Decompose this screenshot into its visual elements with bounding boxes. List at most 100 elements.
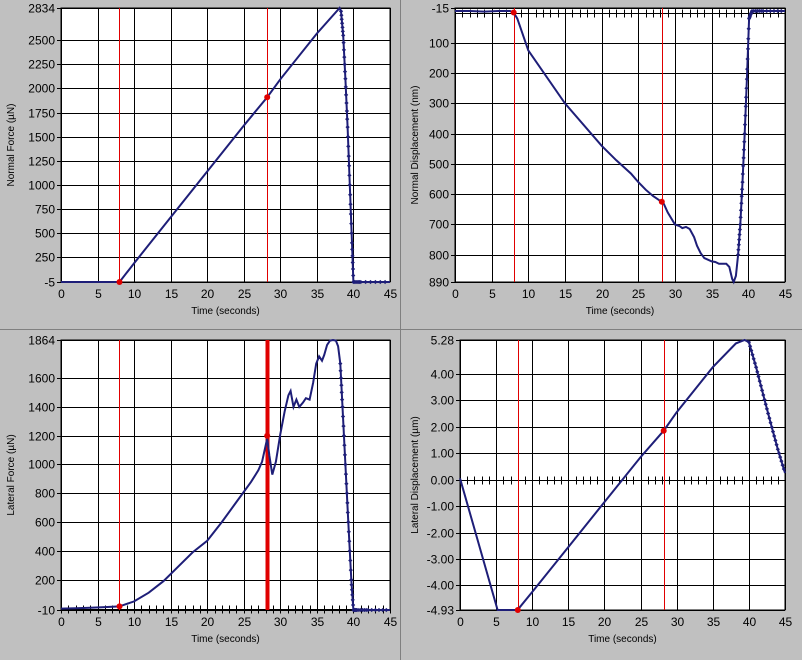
series-point (772, 433, 777, 439)
y-tick-label: 1600 (28, 372, 55, 386)
x-tick-label: 40 (743, 615, 757, 629)
series-point (348, 558, 353, 563)
x-tick-label: 10 (522, 287, 536, 301)
series-point (755, 369, 760, 375)
y-tick-label: -15 (432, 2, 450, 16)
marker-point (264, 94, 271, 101)
series-point (349, 577, 354, 582)
x-tick-label: 20 (201, 287, 215, 301)
y-tick-label: 700 (429, 218, 449, 232)
y-tick-label: -10 (38, 604, 56, 618)
series-point (350, 602, 356, 608)
series-point (739, 187, 745, 192)
series-point (773, 438, 778, 443)
y-tick-label: 0.00 (431, 474, 455, 488)
series-point (749, 348, 754, 353)
series-point (349, 240, 355, 246)
y-tick-label: 2834 (28, 2, 55, 16)
y-tick-label: 2500 (28, 34, 55, 48)
marker-point (116, 279, 123, 285)
series-point (761, 392, 766, 398)
y-tick-label: 300 (429, 97, 449, 111)
series-point (342, 452, 348, 458)
series-point (346, 163, 352, 168)
y-axis-title: Lateral Force (µN) (6, 434, 17, 515)
x-tick-label: 15 (562, 615, 576, 629)
series-point (736, 242, 741, 247)
x-axis-title: Time (seconds) (586, 306, 655, 317)
y-tick-label: 2.00 (431, 421, 455, 435)
x-tick-label: 40 (347, 615, 361, 629)
series-point (347, 173, 352, 178)
marker-point (660, 427, 667, 434)
x-tick-label: 35 (311, 615, 325, 629)
y-tick-label: 1000 (28, 179, 55, 193)
series-point (774, 442, 779, 447)
series-point (363, 279, 368, 285)
y-tick-label: 750 (35, 203, 55, 217)
x-tick-label: 25 (238, 615, 252, 629)
series-point (740, 171, 745, 177)
plot-area (459, 339, 786, 611)
series-point (373, 607, 378, 613)
series-point (737, 232, 742, 237)
series-point (747, 344, 753, 349)
series-point (350, 247, 355, 252)
series-point (369, 607, 374, 613)
series-point (742, 139, 747, 144)
y-tick-label: 400 (429, 128, 449, 142)
series-point (765, 411, 771, 416)
series-point (348, 192, 353, 197)
series-point (351, 273, 356, 278)
series-point (339, 390, 344, 395)
x-tick-label: 20 (201, 615, 215, 629)
y-tick-label: 4.00 (431, 368, 455, 382)
y-axis-title: Lateral Displacement (µm) (410, 416, 421, 533)
series-point (770, 429, 776, 434)
series-point (380, 607, 385, 613)
series-point (338, 375, 344, 381)
series-point (365, 607, 371, 613)
series-point (349, 582, 354, 587)
x-tick-label: 20 (596, 287, 610, 301)
y-tick-label: 200 (35, 574, 55, 588)
x-tick-label: 30 (669, 287, 683, 301)
x-tick-label: 5 (95, 287, 102, 301)
series-point (739, 194, 744, 199)
series-point (349, 221, 354, 226)
series-point (736, 247, 741, 252)
series-point (341, 423, 346, 429)
x-tick-label: 5 (493, 615, 500, 629)
series-point (348, 202, 353, 207)
y-tick-label: 100 (429, 37, 449, 51)
x-tick-label: 30 (274, 287, 288, 301)
x-tick-label: 35 (707, 615, 721, 629)
series-point (756, 374, 761, 379)
x-tick-label: 25 (238, 287, 252, 301)
series-point (779, 458, 784, 464)
series-point (778, 454, 783, 460)
series-point (340, 414, 346, 419)
series-point (338, 368, 343, 373)
chart-1: 0 5 10 15 20 25 30 35 40 45 -5 250 500 750 1000 1250 150… (6, 2, 397, 318)
y-tick-label: 2000 (28, 82, 55, 96)
y-tick-label: 3.00 (431, 394, 455, 408)
y-tick-label: 400 (35, 545, 55, 559)
series-point (741, 155, 746, 161)
series-point (341, 433, 347, 438)
x-tick-label: 5 (489, 287, 496, 301)
series-point (339, 397, 345, 402)
series-point (344, 481, 349, 486)
x-axis-title: Time (seconds) (191, 634, 260, 645)
series-point (346, 519, 351, 525)
plot-area (454, 7, 786, 283)
series-point (373, 279, 378, 285)
y-tick-label: 890 (429, 276, 449, 290)
series-point (345, 510, 350, 515)
series-point (382, 279, 388, 285)
series-point (350, 266, 356, 272)
y-tick-label: 800 (429, 249, 449, 263)
y-tick-label: 1.00 (431, 447, 455, 461)
series-point (348, 211, 354, 217)
